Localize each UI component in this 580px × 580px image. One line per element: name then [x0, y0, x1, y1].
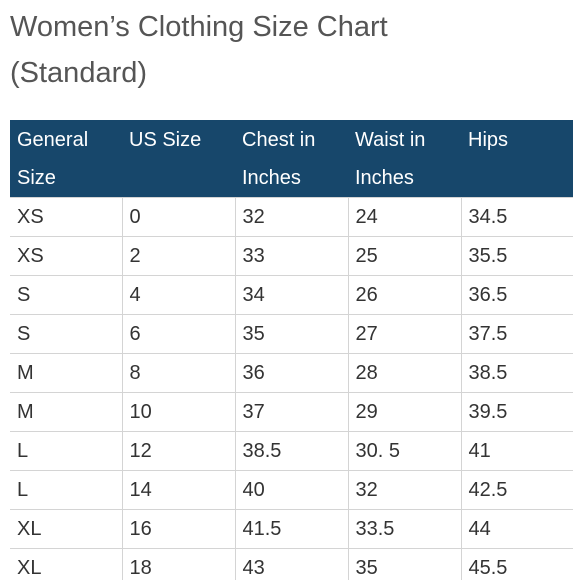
- cell-hips: 39.5: [461, 392, 573, 432]
- cell-waist: 30. 5: [348, 431, 462, 471]
- header-text-line: Hips: [468, 129, 509, 151]
- table-row: M 10 37 29 39.5: [10, 392, 573, 432]
- table-row: XL 16 41.5 33.5 44: [10, 509, 573, 549]
- table-header: General Size US Size Chest in Inches Wai…: [10, 120, 573, 198]
- table-row: M 8 36 28 38.5: [10, 353, 573, 393]
- cell-general-size: M: [10, 353, 123, 393]
- header-text-line: General: [17, 129, 89, 151]
- cell-chest: 38.5: [235, 431, 349, 471]
- cell-hips: 42.5: [461, 470, 573, 510]
- cell-us-size: 18: [122, 548, 236, 580]
- cell-general-size: L: [10, 431, 123, 471]
- cell-waist: 29: [348, 392, 462, 432]
- cell-hips: 44: [461, 509, 573, 549]
- cell-hips: 38.5: [461, 353, 573, 393]
- title-line-2: (Standard): [10, 57, 148, 89]
- cell-chest: 40: [235, 470, 349, 510]
- cell-waist: 33.5: [348, 509, 462, 549]
- cell-waist: 32: [348, 470, 462, 510]
- cell-chest: 35: [235, 314, 349, 354]
- cell-waist: 25: [348, 236, 462, 276]
- header-general-size: General Size: [10, 120, 122, 198]
- cell-hips: 37.5: [461, 314, 573, 354]
- cell-hips: 41: [461, 431, 573, 471]
- header-text-line: Chest in: [242, 129, 316, 151]
- table-row: XS 2 33 25 35.5: [10, 236, 573, 276]
- table-row: XL 18 43 35 45.5: [10, 548, 573, 580]
- cell-us-size: 0: [122, 197, 236, 237]
- cell-us-size: 6: [122, 314, 236, 354]
- cell-us-size: 8: [122, 353, 236, 393]
- cell-chest: 43: [235, 548, 349, 580]
- cell-hips: 34.5: [461, 197, 573, 237]
- table-body: XS 0 32 24 34.5 XS 2 33 25 35.5 S 4 34: [10, 197, 573, 580]
- header-text-line: US Size: [129, 129, 202, 151]
- cell-waist: 24: [348, 197, 462, 237]
- cell-us-size: 12: [122, 431, 236, 471]
- cell-waist: 27: [348, 314, 462, 354]
- table-row: L 12 38.5 30. 5 41: [10, 431, 573, 471]
- size-chart-table-container: General Size US Size Chest in Inches Wai…: [10, 120, 573, 580]
- cell-chest: 34: [235, 275, 349, 315]
- cell-us-size: 4: [122, 275, 236, 315]
- header-text-line: Waist in: [355, 129, 426, 151]
- header-text-line: Inches: [355, 167, 414, 189]
- size-chart-table: General Size US Size Chest in Inches Wai…: [10, 120, 573, 580]
- table-row: XS 0 32 24 34.5: [10, 197, 573, 237]
- cell-general-size: XS: [10, 197, 123, 237]
- cell-us-size: 2: [122, 236, 236, 276]
- cell-chest: 36: [235, 353, 349, 393]
- header-chest: Chest in Inches: [235, 120, 348, 198]
- table-row: L 14 40 32 42.5: [10, 470, 573, 510]
- cell-chest: 41.5: [235, 509, 349, 549]
- cell-general-size: XS: [10, 236, 123, 276]
- cell-chest: 37: [235, 392, 349, 432]
- table-row: S 6 35 27 37.5: [10, 314, 573, 354]
- cell-waist: 26: [348, 275, 462, 315]
- cell-waist: 35: [348, 548, 462, 580]
- header-waist: Waist in Inches: [348, 120, 461, 198]
- cell-us-size: 14: [122, 470, 236, 510]
- page-title: Women’s Clothing Size Chart (Standard): [10, 4, 570, 96]
- title-line-1: Women’s Clothing Size Chart: [10, 11, 388, 43]
- cell-hips: 45.5: [461, 548, 573, 580]
- header-row: General Size US Size Chest in Inches Wai…: [10, 120, 573, 198]
- header-hips: Hips: [461, 120, 573, 198]
- cell-general-size: M: [10, 392, 123, 432]
- cell-general-size: S: [10, 314, 123, 354]
- header-us-size: US Size: [122, 120, 235, 198]
- header-text-line: Size: [17, 167, 56, 189]
- cell-chest: 33: [235, 236, 349, 276]
- cell-us-size: 16: [122, 509, 236, 549]
- cell-general-size: S: [10, 275, 123, 315]
- header-text-line: Inches: [242, 167, 301, 189]
- cell-hips: 36.5: [461, 275, 573, 315]
- cell-us-size: 10: [122, 392, 236, 432]
- table-row: S 4 34 26 36.5: [10, 275, 573, 315]
- cell-general-size: XL: [10, 548, 123, 580]
- cell-general-size: L: [10, 470, 123, 510]
- cell-chest: 32: [235, 197, 349, 237]
- cell-general-size: XL: [10, 509, 123, 549]
- cell-hips: 35.5: [461, 236, 573, 276]
- cell-waist: 28: [348, 353, 462, 393]
